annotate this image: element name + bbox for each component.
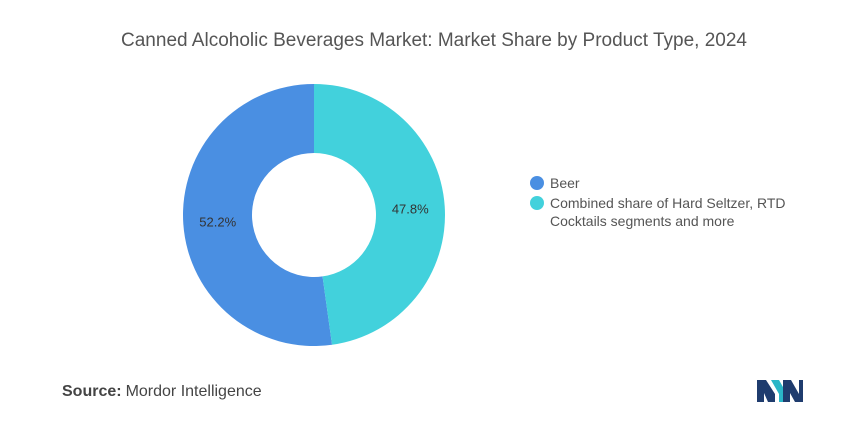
chart-legend: Beer Combined share of Hard Seltzer, RTD…: [530, 174, 820, 232]
chart-title: Canned Alcoholic Beverages Market: Marke…: [121, 30, 747, 51]
legend-swatch-beer: [530, 176, 544, 190]
legend-swatch-combined: [530, 196, 544, 210]
legend-item-combined: Combined share of Hard Seltzer, RTD Cock…: [530, 194, 820, 230]
donut-slice-1: [314, 84, 446, 345]
source-note: Source: Mordor Intelligence: [62, 383, 262, 401]
legend-label-beer: Beer: [550, 175, 580, 191]
legend-label-combined: Combined share of Hard Seltzer, RTD Cock…: [550, 195, 786, 229]
source-text: Mordor Intelligence: [125, 383, 262, 400]
slice-label-0: 52.2%: [199, 215, 236, 230]
donut-slice-0: [183, 84, 333, 346]
slice-label-1: 47.8%: [392, 201, 429, 216]
source-label: Source:: [62, 383, 122, 400]
legend-item-beer: Beer: [530, 174, 820, 192]
mordor-intelligence-logo-icon: [757, 380, 803, 402]
